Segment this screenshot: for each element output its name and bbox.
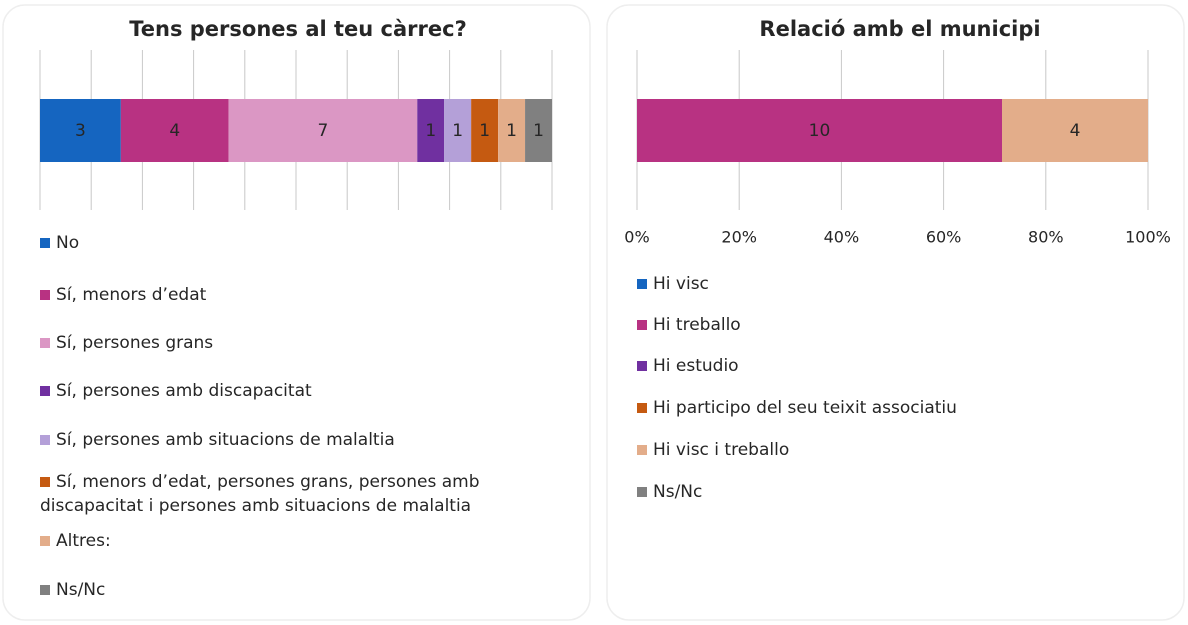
x-tick-label: 100% [1125, 228, 1171, 247]
data-label: 1 [425, 121, 436, 141]
legend-label: Sí, menors d’edat [56, 285, 207, 305]
bar-segment [637, 99, 1002, 162]
chart-title: Tens persones al teu càrrec? [129, 17, 467, 41]
legend-label: Ns/Nc [56, 580, 106, 600]
legend-swatch [40, 477, 50, 487]
panel [2, 4, 591, 621]
bar-segment [1002, 99, 1148, 162]
legend-label: Ns/Nc [653, 482, 703, 502]
legend-label: Hi participo del seu teixit associatiu [653, 398, 957, 418]
legend-swatch [637, 320, 647, 330]
legend-swatch [637, 279, 647, 289]
chart-title: Relació amb el municipi [759, 17, 1040, 41]
legend-swatch [637, 361, 647, 371]
bar-segment [120, 99, 229, 162]
legend-swatch [637, 403, 647, 413]
legend-label: Altres: [56, 531, 111, 551]
legend-swatch [40, 238, 50, 248]
legend-swatch [40, 585, 50, 595]
legend-item: Hi participo del seu teixit associatiu [637, 396, 1137, 420]
legend-label: Sí, menors d’edat, persones grans, perso… [40, 472, 480, 516]
data-label: 1 [506, 121, 517, 141]
panel [606, 4, 1185, 621]
bar-segment [498, 99, 526, 162]
legend-swatch [40, 536, 50, 546]
legend-item: Ns/Nc [40, 578, 540, 602]
legend-item: Altres: [40, 529, 540, 553]
legend-swatch [40, 338, 50, 348]
legend-item: Hi estudio [637, 354, 1137, 378]
legend-label: Hi estudio [653, 356, 739, 376]
x-tick-label: 0% [624, 228, 649, 247]
x-tick-label: 40% [824, 228, 860, 247]
legend-item: Hi treballo [637, 313, 1137, 337]
data-label: 1 [452, 121, 463, 141]
legend-swatch [40, 290, 50, 300]
data-label: 3 [75, 121, 86, 141]
legend-item: No [40, 231, 540, 255]
legend-item: Hi visc i treballo [637, 438, 1137, 462]
data-label: 1 [533, 121, 544, 141]
bar-segment [525, 99, 552, 162]
legend-item: Sí, menors d’edat, persones grans, perso… [40, 470, 540, 518]
bar-segment [471, 99, 499, 162]
data-label: 10 [809, 121, 831, 141]
legend-swatch [637, 445, 647, 455]
legend-item: Ns/Nc [637, 480, 1137, 504]
legend-swatch [637, 487, 647, 497]
legend-item: Sí, persones grans [40, 331, 540, 355]
legend-item: Sí, persones amb discapacitat [40, 379, 540, 403]
bar-segment [228, 99, 418, 162]
bar-segment [40, 99, 121, 162]
legend-label: Hi treballo [653, 315, 741, 335]
bar-segment [417, 99, 445, 162]
bar-segment [444, 99, 472, 162]
x-tick-label: 20% [721, 228, 757, 247]
legend-item: Sí, menors d’edat [40, 283, 540, 307]
data-label: 7 [318, 121, 329, 141]
legend-label: Hi visc [653, 274, 709, 294]
legend-swatch [40, 386, 50, 396]
legend-label: No [56, 233, 80, 253]
data-label: 4 [1070, 121, 1081, 141]
legend-label: Sí, persones grans [56, 333, 214, 353]
x-tick-label: 60% [926, 228, 962, 247]
legend-label: Hi visc i treballo [653, 440, 790, 460]
legend-item: Hi visc [637, 272, 1137, 296]
legend-label: Sí, persones amb situacions de malaltia [56, 430, 395, 450]
data-label: 4 [169, 121, 180, 141]
legend-swatch [40, 435, 50, 445]
legend-item: Sí, persones amb situacions de malaltia [40, 428, 540, 452]
x-tick-label: 80% [1028, 228, 1064, 247]
data-label: 1 [479, 121, 490, 141]
legend-label: Sí, persones amb discapacitat [56, 381, 312, 401]
